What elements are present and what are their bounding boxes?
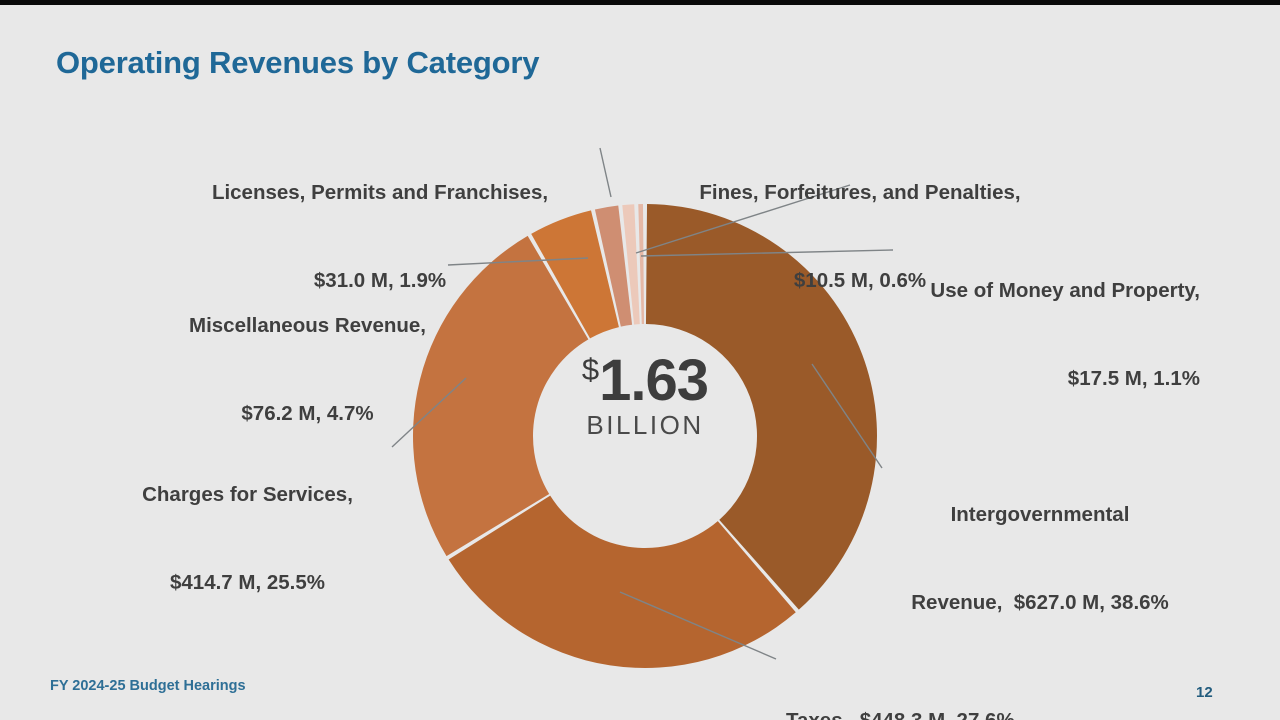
donut-slice[interactable] [638,204,645,325]
callout-intergovernmental: Intergovernmental Revenue, $627.0 M, 38.… [895,442,1185,675]
callout-intergov-line1: Intergovernmental [950,503,1130,527]
top-black-bar [0,0,1280,5]
callout-charges-line2: $414.7 M, 25.5% [170,570,325,594]
callout-use-of-money: Use of Money and Property, $17.5 M, 1.1% [780,218,1200,451]
donut-center-value: 1.63 [599,348,709,413]
callout-fines: Fines, Forfeitures, and Penalties, $10.5… [660,120,1060,353]
leader-line-intergov [811,363,883,469]
callout-miscellaneous-line2: $76.2 M, 4.7% [241,401,374,425]
leader-line-licenses [599,147,612,198]
donut-slices [412,204,877,669]
leader-lines [391,147,894,660]
donut-slice[interactable] [594,205,633,327]
leader-line-charges [391,377,467,448]
page-number: 12 [1196,684,1213,701]
callout-taxes-line1: Taxes, $448.3 M, 27.6% [786,706,1126,720]
callout-licenses: Licenses, Permits and Franchises, $31.0 … [150,120,610,353]
currency-symbol: $ [581,352,600,387]
callout-taxes: Taxes, $448.3 M, 27.6% [786,648,1126,720]
callout-fines-line1: Fines, Forfeitures, and Penalties, [699,181,1021,205]
callout-fines-line2: $10.5 M, 0.6% [793,268,927,292]
donut-center-value-wrap: $1.63 [525,352,765,410]
leader-line-misc [447,257,589,266]
callout-charges-line1: Charges for Services, [142,483,353,507]
donut-center-unit: BILLION [586,410,704,440]
page-title: Operating Revenues by Category [56,45,540,80]
donut-slice[interactable] [448,495,796,669]
callout-licenses-line2: $31.0 M, 1.9% [313,268,447,292]
callout-intergov-line2: Revenue, $627.0 M, 38.6% [911,590,1169,614]
callout-miscellaneous-line1: Miscellaneous Revenue, [189,314,426,338]
donut-slice[interactable] [412,235,589,557]
donut-slice[interactable] [645,204,877,610]
callout-charges-for-services: Charges for Services, $414.7 M, 25.5% [110,422,385,655]
callout-licenses-line1: Licenses, Permits and Franchises, [211,181,549,205]
callout-use-of-money-line2: $17.5 M, 1.1% [1067,366,1200,390]
donut-center-label: $1.63 BILLION [525,352,765,441]
callout-miscellaneous: Miscellaneous Revenue, $76.2 M, 4.7% [135,253,480,486]
leader-line-money [640,249,894,257]
leader-line-fines [635,184,851,254]
leader-line-taxes [619,591,777,660]
donut-slice[interactable] [622,204,640,325]
donut-slice[interactable] [531,210,619,339]
callout-use-of-money-line1: Use of Money and Property, [930,279,1200,303]
footer-label: FY 2024-25 Budget Hearings [50,678,246,694]
